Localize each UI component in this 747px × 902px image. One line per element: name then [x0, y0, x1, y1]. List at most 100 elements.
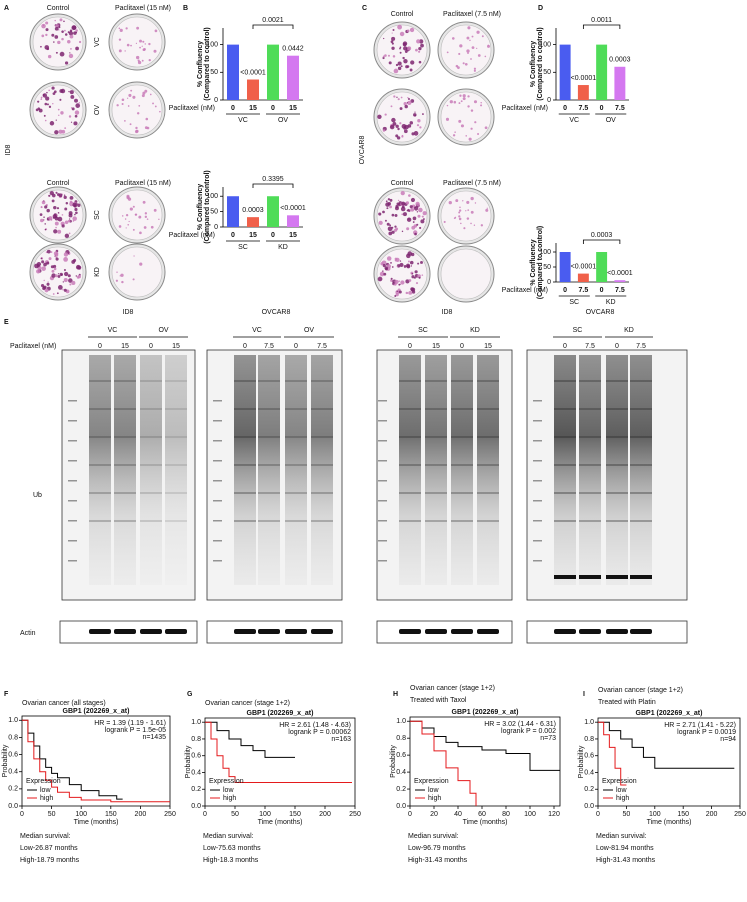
panel-letter: E: [4, 319, 9, 326]
colony: [70, 121, 73, 123]
colony: [407, 100, 412, 106]
marker-band: [533, 540, 542, 542]
colony: [61, 30, 64, 33]
colony: [390, 40, 394, 44]
colony: [413, 276, 416, 279]
colony: [397, 127, 400, 131]
y-tick-label: 0.8: [396, 735, 406, 742]
colony: [54, 215, 58, 218]
p-value: <0.0001: [571, 75, 597, 82]
legend-label: high: [616, 795, 629, 802]
colony: [409, 121, 414, 125]
colony: [446, 104, 449, 107]
actin-band: [89, 629, 111, 634]
colony: [387, 198, 391, 201]
colony: [410, 207, 415, 212]
column-header: Paclitaxel (15 nM): [115, 180, 171, 187]
plot-stat: logrank P = 0.002: [501, 728, 556, 735]
colony: [64, 233, 70, 239]
colony: [132, 228, 135, 231]
lane-band: [114, 436, 136, 438]
legend-label: high: [223, 795, 236, 802]
p-value: 0.0011: [591, 17, 612, 24]
survival-curve: [410, 720, 560, 771]
group-label: OV: [606, 117, 616, 124]
survival-curve: [410, 720, 477, 806]
lane-band: [114, 408, 136, 410]
colony: [382, 129, 386, 132]
actin-blot: [526, 620, 688, 644]
colony: [64, 29, 66, 32]
colony: [136, 112, 140, 115]
colony: [74, 114, 78, 118]
colony: [40, 218, 44, 223]
group-label: KD: [606, 299, 616, 306]
colony: [457, 66, 460, 70]
marker-band: [533, 420, 542, 422]
panel-letter: C: [362, 5, 367, 12]
band-label: Ub: [33, 492, 42, 499]
y-tick-label: 0.4: [396, 769, 406, 776]
legend-label: low: [428, 787, 439, 794]
bracket: [582, 239, 621, 244]
colony: [407, 97, 410, 100]
colony: [135, 126, 138, 130]
bracket: [582, 24, 621, 29]
lane-smear: [399, 355, 421, 585]
bar: [577, 85, 589, 100]
lane-band: [89, 492, 111, 494]
plot-frame: [409, 716, 561, 807]
colony: [406, 264, 411, 269]
colony: [57, 275, 61, 278]
lane-band: [630, 408, 652, 410]
colony: [468, 137, 472, 141]
lane-band: [258, 436, 280, 438]
colony: [397, 24, 402, 30]
marker-band: [378, 460, 387, 462]
colony: [142, 200, 146, 204]
y-axis-label: Probability: [185, 745, 192, 778]
y-tick-label: 50: [210, 208, 218, 215]
colony: [61, 214, 64, 216]
colony: [48, 257, 52, 261]
lane-band: [258, 520, 280, 522]
bar: [596, 44, 608, 100]
colony: [458, 211, 461, 214]
colony: [453, 100, 457, 104]
colony: [46, 91, 48, 94]
colony: [417, 50, 421, 53]
x-tick-label: 60: [478, 811, 486, 818]
colony: [41, 266, 46, 271]
x-tick-label: 0: [20, 811, 24, 818]
colony: [396, 136, 401, 140]
plot-stat: n=163: [331, 736, 351, 743]
colony: [46, 47, 50, 51]
colony: [409, 68, 413, 72]
colony: [68, 232, 71, 235]
lane-band: [451, 520, 473, 522]
colony: [453, 217, 456, 220]
colony: [50, 265, 54, 269]
colony: [126, 43, 130, 47]
y-tick-label: 50: [210, 69, 218, 76]
colony: [60, 111, 64, 115]
colony: [118, 27, 121, 30]
plot-subtitle: GBP1 (202269_x_at): [63, 708, 130, 715]
colony: [55, 226, 57, 229]
x-tick-label: 7.5: [579, 105, 589, 112]
colony: [61, 37, 64, 41]
colony: [393, 228, 398, 232]
bar: [227, 44, 239, 100]
colony: [40, 257, 43, 260]
colony: [41, 34, 45, 38]
colony: [149, 93, 152, 96]
colony: [74, 98, 78, 103]
median-survival: Median survival:: [596, 833, 647, 840]
actin-band: [285, 629, 307, 634]
colony: [401, 135, 404, 138]
colony: [124, 218, 127, 220]
lane-band: [258, 408, 280, 410]
colony: [421, 215, 424, 218]
colony: [389, 198, 393, 202]
colony: [139, 46, 141, 49]
